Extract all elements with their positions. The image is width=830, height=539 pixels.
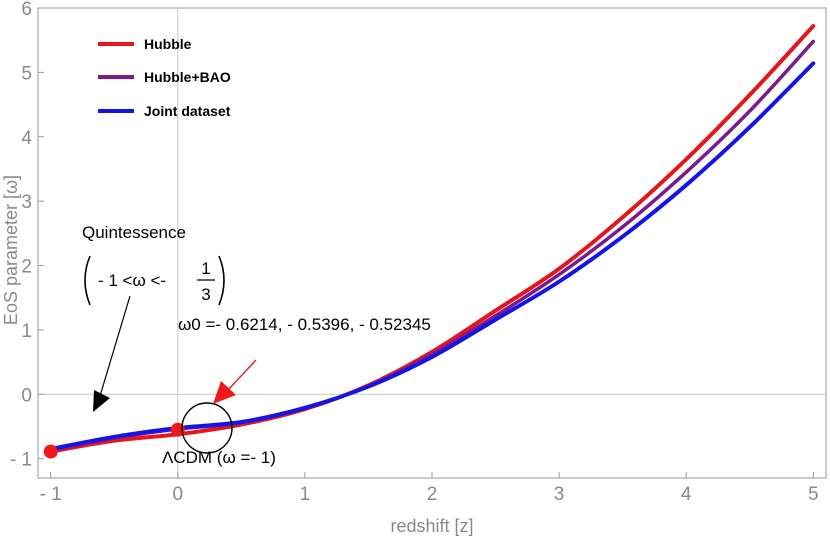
x-tick-label: 0	[173, 484, 184, 505]
y-tick-label: 1	[21, 321, 32, 342]
x-tick-label: - 1	[40, 484, 62, 505]
quintessence-arrow-line	[99, 295, 131, 397]
fraction-denominator: 3	[201, 285, 210, 304]
y-tick-label: 0	[21, 385, 32, 406]
omega0-label: ω0 =- 0.6214, - 0.5396, - 0.52345	[178, 315, 431, 334]
quintessence-range: - 1 <ω <-	[98, 271, 166, 290]
quintessence-title: Quintessence	[82, 223, 186, 242]
legend-label-hubble-bao: Hubble+BAO	[144, 69, 231, 85]
quintessence-arrow-head	[93, 390, 110, 412]
lcdm-label: ΛCDM (ω =- 1)	[162, 448, 276, 467]
y-tick-label: 2	[21, 257, 32, 278]
lcdm-arrow-head	[213, 381, 236, 404]
x-tick-label: 3	[554, 484, 565, 505]
x-axis-title: redshift [z]	[390, 516, 473, 536]
axis-ticks: - 1 0 1 2 3 4 5 - 1 0 1 2 3 4 5 6	[10, 0, 819, 505]
marker-z-zero	[170, 422, 185, 437]
x-tick-label: 4	[681, 484, 692, 505]
marker-z-minus-one	[43, 444, 58, 459]
point-markers	[43, 422, 185, 459]
y-tick-label: 3	[21, 192, 32, 213]
lcdm-circle	[181, 402, 233, 454]
y-tick-label: 6	[21, 0, 32, 20]
legend: Hubble Hubble+BAO Joint dataset	[98, 36, 231, 119]
x-tick-label: 5	[808, 484, 819, 505]
lcdm-annotation: ΛCDM (ω =- 1)	[162, 359, 276, 467]
quintessence-annotation: Quintessence - 1 <ω <- 1 3	[82, 223, 225, 412]
y-tick-label: 4	[21, 128, 32, 149]
legend-label-hubble: Hubble	[144, 36, 192, 52]
left-paren	[84, 255, 91, 306]
right-paren	[218, 255, 225, 306]
y-tick-label: - 1	[10, 450, 32, 471]
series-line-joint	[48, 61, 816, 452]
y-axis-title: EoS parameter [ω]	[1, 175, 21, 325]
y-tick-label: 5	[21, 63, 32, 84]
fraction-numerator: 1	[201, 259, 210, 278]
lcdm-arrow-line	[227, 359, 257, 391]
x-tick-label: 2	[427, 484, 438, 505]
legend-label-joint: Joint dataset	[144, 103, 231, 119]
x-tick-label: 1	[300, 484, 311, 505]
